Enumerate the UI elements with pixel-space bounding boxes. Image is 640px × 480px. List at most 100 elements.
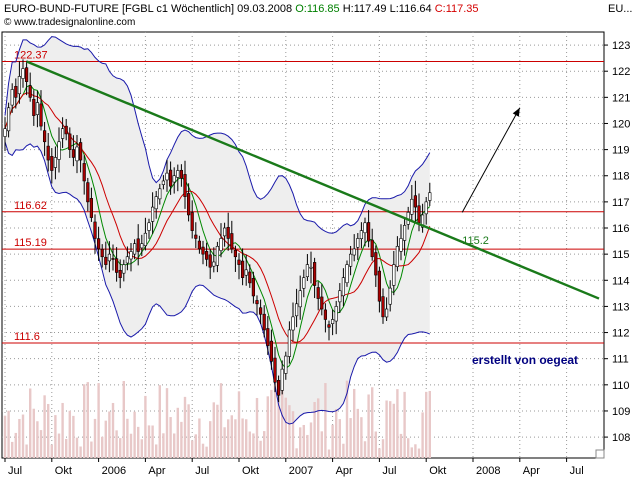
candle-body — [241, 260, 245, 278]
volume-bar — [83, 384, 86, 458]
volume-bar — [104, 420, 107, 458]
x-tick-label: Apr — [523, 465, 540, 477]
volume-bar — [158, 385, 161, 458]
x-tick-label: Apr — [148, 465, 165, 477]
volume-bar — [209, 421, 212, 458]
volume-bar — [101, 436, 104, 458]
volume-bar — [126, 418, 129, 458]
volume-bar — [216, 404, 219, 458]
volume-bar — [313, 401, 316, 458]
volume-bar — [115, 430, 118, 458]
volume-bar — [11, 441, 14, 458]
volume-bar — [47, 403, 50, 458]
candle-body — [136, 238, 140, 252]
candle-body — [255, 300, 259, 305]
volume-bar — [133, 411, 136, 458]
volume-bar — [320, 431, 323, 458]
y-tick-label: 112 — [612, 328, 630, 340]
volume-bar — [374, 431, 377, 458]
volume-bar — [50, 444, 53, 458]
volume-bar — [317, 398, 320, 458]
volume-bar — [356, 408, 359, 458]
candle-body — [363, 222, 367, 234]
candle-body — [280, 368, 284, 391]
volume-bar — [32, 408, 35, 458]
candle-body — [345, 264, 349, 284]
volume-bar — [245, 419, 248, 458]
y-tick-label: 118 — [612, 171, 630, 183]
candle-body — [212, 261, 216, 267]
volume-bar — [331, 424, 334, 458]
volume-bar — [191, 440, 194, 458]
volume-bar — [385, 400, 388, 458]
volume-bar — [353, 388, 356, 458]
candle-body — [7, 107, 11, 132]
candle-body — [208, 254, 212, 268]
volume-bar — [176, 407, 179, 458]
candle-body — [392, 264, 396, 286]
candle-body — [154, 196, 158, 210]
volume-bar — [417, 448, 421, 458]
candle-body — [35, 102, 39, 115]
level-label: 111.6 — [14, 331, 40, 343]
candle-body — [14, 86, 18, 98]
candle-body — [57, 141, 61, 160]
candle-body — [298, 290, 302, 308]
y-tick-label: 111 — [612, 354, 629, 366]
candle-body — [190, 212, 194, 231]
candle-body — [28, 85, 32, 98]
y-tick-label: 113 — [612, 301, 630, 313]
candle-body — [82, 163, 86, 182]
y-tick-label: 119 — [612, 145, 630, 157]
volume-bar — [266, 396, 269, 458]
candle-body — [179, 169, 184, 179]
volume-bar — [223, 427, 226, 458]
volume-bar — [21, 414, 25, 458]
volume-bar — [111, 402, 115, 458]
volume-bar — [237, 391, 241, 458]
candle-body — [86, 182, 90, 203]
candle-body — [237, 259, 241, 265]
volume-bar — [198, 418, 201, 458]
x-tick-label: Jul — [8, 465, 22, 477]
moving-average-slow — [4, 92, 431, 343]
candle-body — [39, 103, 43, 127]
open-label: O: — [295, 3, 307, 15]
y-tick-label: 108 — [612, 432, 630, 444]
volume-bar — [338, 419, 341, 458]
volume-bar — [291, 411, 295, 458]
volume-bar — [399, 433, 403, 458]
candle-body — [284, 355, 288, 374]
candle-body — [348, 253, 353, 267]
level-label: 116.62 — [14, 200, 47, 212]
volume-bar — [414, 444, 417, 458]
volume-bar — [137, 426, 140, 458]
candle-body — [133, 243, 137, 255]
volume-bar — [36, 421, 39, 458]
volume-bar — [119, 438, 122, 458]
volume-bar — [144, 395, 147, 458]
volume-bar — [65, 438, 68, 458]
y-tick-label: 120 — [612, 118, 630, 130]
candle-body — [399, 238, 403, 252]
volume-bar — [18, 418, 21, 458]
volume-bar — [165, 388, 169, 458]
candle-body — [197, 240, 202, 250]
candle-body — [111, 258, 115, 260]
candle-body — [104, 256, 108, 265]
volume-bar — [403, 391, 406, 458]
candle-body — [64, 125, 68, 135]
volume-bar — [162, 433, 165, 458]
level-label: 115.19 — [14, 237, 47, 249]
candle-body — [370, 239, 374, 258]
candle-body — [215, 246, 220, 266]
y-tick-label: 116 — [612, 223, 630, 235]
scroll-corner — [595, 449, 605, 459]
candle-body — [172, 175, 176, 183]
candle-body — [183, 174, 187, 197]
volume-bar — [43, 395, 46, 458]
candle-body — [374, 252, 378, 276]
volume-bar — [259, 440, 262, 458]
candle-body — [334, 306, 338, 322]
